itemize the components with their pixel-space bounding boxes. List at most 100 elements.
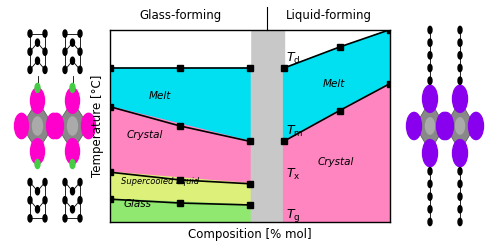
- Polygon shape: [445, 101, 475, 151]
- Circle shape: [28, 215, 32, 222]
- Circle shape: [43, 179, 47, 186]
- Circle shape: [78, 30, 82, 37]
- Y-axis label: Temperature [°C]: Temperature [°C]: [92, 75, 104, 177]
- Circle shape: [428, 26, 432, 34]
- Circle shape: [458, 64, 462, 72]
- Circle shape: [70, 187, 74, 195]
- Circle shape: [43, 197, 47, 204]
- Circle shape: [28, 66, 32, 73]
- Circle shape: [28, 30, 32, 37]
- Circle shape: [46, 113, 60, 139]
- Circle shape: [78, 66, 82, 73]
- Circle shape: [63, 48, 67, 55]
- Circle shape: [428, 180, 432, 187]
- Circle shape: [43, 215, 47, 222]
- Circle shape: [458, 180, 462, 187]
- Circle shape: [30, 88, 44, 113]
- Circle shape: [36, 206, 40, 213]
- Circle shape: [28, 179, 32, 186]
- Circle shape: [70, 206, 74, 213]
- Circle shape: [428, 206, 432, 213]
- Polygon shape: [284, 83, 390, 222]
- Text: Supercooled liquid: Supercooled liquid: [121, 177, 200, 186]
- Text: $T_{\rm d}$: $T_{\rm d}$: [286, 51, 301, 66]
- Circle shape: [458, 168, 462, 175]
- Circle shape: [50, 113, 64, 139]
- Circle shape: [428, 64, 432, 72]
- Circle shape: [35, 160, 40, 168]
- Polygon shape: [110, 199, 250, 222]
- Circle shape: [468, 112, 483, 140]
- Circle shape: [78, 215, 82, 222]
- Text: $T_{\rm g}$: $T_{\rm g}$: [286, 207, 301, 224]
- Circle shape: [78, 48, 82, 55]
- Circle shape: [458, 77, 462, 84]
- Text: Crystal: Crystal: [317, 157, 354, 166]
- Circle shape: [35, 83, 40, 92]
- Circle shape: [436, 112, 452, 140]
- Text: Glass-forming: Glass-forming: [139, 9, 221, 22]
- Text: Glass: Glass: [124, 199, 152, 209]
- Circle shape: [458, 218, 462, 226]
- Polygon shape: [110, 107, 250, 184]
- Circle shape: [422, 85, 438, 112]
- Circle shape: [63, 66, 67, 73]
- Circle shape: [406, 112, 422, 140]
- Polygon shape: [284, 30, 390, 141]
- Circle shape: [66, 139, 80, 164]
- Circle shape: [43, 66, 47, 73]
- Circle shape: [458, 206, 462, 213]
- Circle shape: [422, 140, 438, 167]
- Text: Melt: Melt: [323, 80, 345, 89]
- Circle shape: [426, 118, 434, 134]
- Circle shape: [36, 57, 40, 64]
- Polygon shape: [110, 30, 250, 68]
- X-axis label: Composition [% mol]: Composition [% mol]: [188, 228, 312, 241]
- Polygon shape: [22, 101, 54, 151]
- Circle shape: [43, 30, 47, 37]
- Circle shape: [428, 218, 432, 226]
- Polygon shape: [56, 101, 88, 151]
- Text: Melt: Melt: [149, 91, 172, 101]
- Polygon shape: [110, 172, 250, 205]
- Circle shape: [78, 197, 82, 204]
- Circle shape: [428, 52, 432, 59]
- Circle shape: [458, 39, 462, 46]
- Circle shape: [438, 112, 454, 140]
- Polygon shape: [415, 101, 445, 151]
- Circle shape: [43, 48, 47, 55]
- Circle shape: [428, 193, 432, 200]
- Circle shape: [63, 30, 67, 37]
- Circle shape: [63, 197, 67, 204]
- Circle shape: [32, 117, 42, 135]
- Circle shape: [70, 39, 74, 46]
- Text: $T_{\rm x}$: $T_{\rm x}$: [286, 167, 301, 182]
- Circle shape: [28, 48, 32, 55]
- Circle shape: [456, 118, 464, 134]
- Text: Liquid-forming: Liquid-forming: [286, 9, 372, 22]
- Circle shape: [428, 39, 432, 46]
- Circle shape: [14, 113, 28, 139]
- Circle shape: [36, 39, 40, 46]
- Circle shape: [36, 187, 40, 195]
- Circle shape: [82, 113, 96, 139]
- Circle shape: [452, 140, 468, 167]
- Circle shape: [63, 179, 67, 186]
- Polygon shape: [110, 68, 250, 141]
- Circle shape: [428, 77, 432, 84]
- Circle shape: [66, 88, 80, 113]
- Circle shape: [458, 26, 462, 34]
- Text: Crystal: Crystal: [127, 129, 163, 140]
- Circle shape: [70, 83, 75, 92]
- Bar: [250, 30, 284, 222]
- Circle shape: [30, 139, 44, 164]
- Circle shape: [458, 193, 462, 200]
- Circle shape: [458, 52, 462, 59]
- Circle shape: [452, 85, 468, 112]
- Circle shape: [63, 215, 67, 222]
- Circle shape: [70, 160, 75, 168]
- Circle shape: [70, 57, 74, 64]
- Circle shape: [428, 168, 432, 175]
- Circle shape: [68, 117, 78, 135]
- Text: $T_{\rm m}$: $T_{\rm m}$: [286, 124, 304, 140]
